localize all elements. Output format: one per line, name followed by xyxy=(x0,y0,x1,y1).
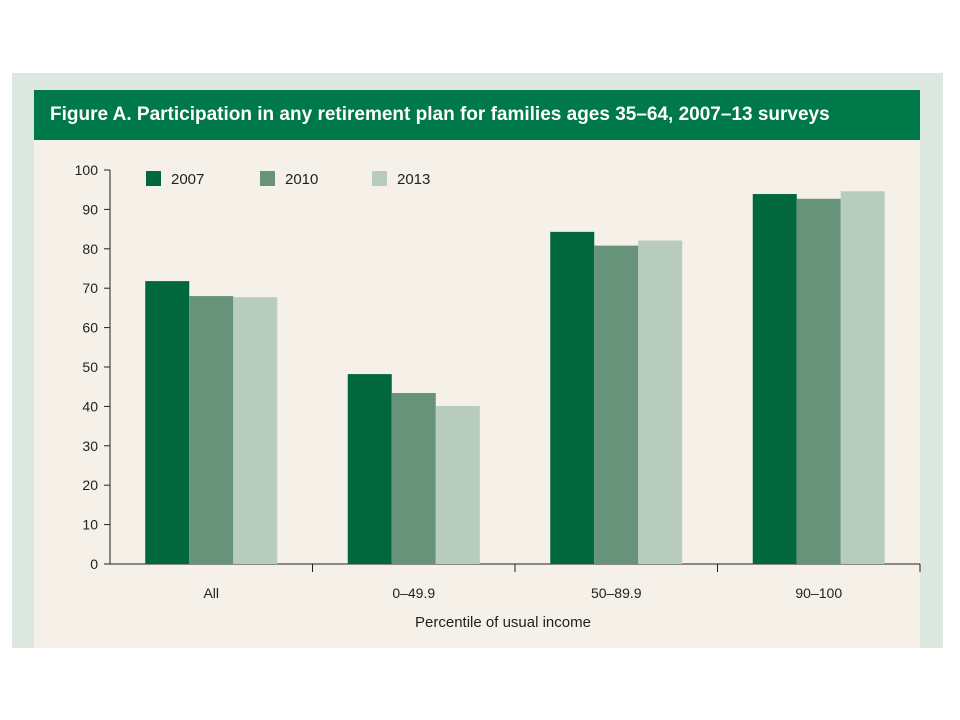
bar-2007-0 xyxy=(145,281,190,564)
x-axis-title: Percentile of usual income xyxy=(415,614,591,631)
y-tick-label: 30 xyxy=(82,438,98,454)
y-tick-label: 50 xyxy=(82,359,98,375)
bar-2007-2 xyxy=(550,231,595,564)
legend-swatch-2010 xyxy=(260,171,275,186)
bar-2010-1 xyxy=(391,393,436,564)
y-tick-label: 100 xyxy=(75,162,99,178)
bar-2007-1 xyxy=(347,374,392,564)
legend-label-2013: 2013 xyxy=(397,171,430,188)
x-tick-label: 90–100 xyxy=(795,585,842,601)
y-tick-label: 40 xyxy=(82,398,98,414)
legend-label-2007: 2007 xyxy=(171,171,204,188)
y-tick-label: 20 xyxy=(82,477,98,493)
bar-2010-3 xyxy=(796,198,841,564)
y-tick-label: 0 xyxy=(90,556,98,572)
bar-2013-1 xyxy=(435,406,480,564)
bar-2013-3 xyxy=(840,191,885,564)
x-tick-label: 50–89.9 xyxy=(591,585,642,601)
legend-label-2010: 2010 xyxy=(285,171,318,188)
bar-2013-0 xyxy=(233,297,278,564)
legend-swatch-2007 xyxy=(146,171,161,186)
y-tick-label: 90 xyxy=(82,201,98,217)
x-tick-label: All xyxy=(203,585,219,601)
x-tick-label: 0–49.9 xyxy=(392,585,435,601)
bar-2013-2 xyxy=(638,240,683,564)
legend-swatch-2013 xyxy=(372,171,387,186)
y-tick-label: 70 xyxy=(82,280,98,296)
bar-2007-3 xyxy=(752,194,797,564)
bar-2010-2 xyxy=(594,245,639,564)
bar-2010-0 xyxy=(189,296,234,564)
y-tick-label: 80 xyxy=(82,241,98,257)
y-tick-label: 10 xyxy=(82,517,98,533)
y-tick-label: 60 xyxy=(82,320,98,336)
chart-title: Figure A. Participation in any retiremen… xyxy=(34,90,920,140)
